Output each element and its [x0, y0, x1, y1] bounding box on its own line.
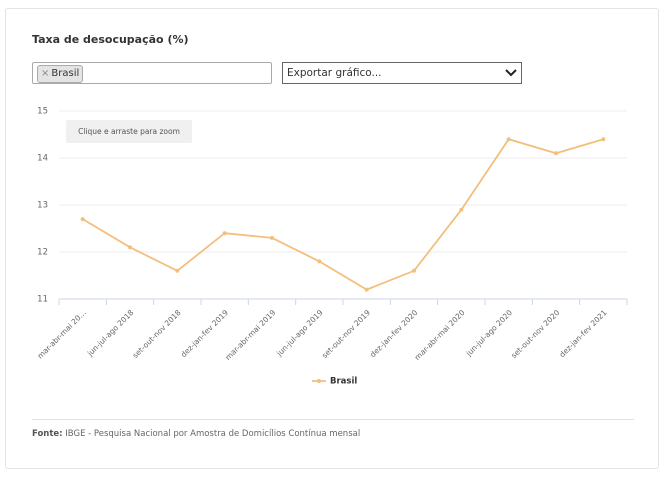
x-tick-label: mar-abr-mai 2019: [223, 308, 277, 362]
point: [412, 268, 416, 273]
legend-label: Brasil: [330, 377, 357, 387]
x-tick-label: mar-abr-mai 2020: [413, 308, 467, 362]
source-label: Fonte:: [32, 429, 63, 439]
legend-marker: [317, 379, 321, 383]
export-select[interactable]: Exportar gráfico...: [282, 62, 522, 84]
x-tick-label: dez-jan-fev 2021: [558, 308, 609, 359]
x-tick-label: set-out-nov 2020: [509, 308, 561, 360]
filter-tag[interactable]: × Brasil: [37, 65, 84, 83]
y-tick-label: 13: [37, 201, 48, 211]
point: [601, 137, 606, 142]
x-tick-label: mar-abr-mai 20…: [36, 308, 89, 361]
y-tick-label: 12: [37, 248, 48, 258]
point: [459, 207, 464, 212]
source: Fonte: IBGE - Pesquisa Nacional por Amos…: [32, 429, 360, 439]
export-label: Exportar gráfico...: [287, 67, 382, 79]
series-line: [82, 138, 604, 291]
y-tick-label: 15: [37, 107, 48, 117]
point: [128, 245, 132, 250]
x-tick-label: dez-jan-fev 2020: [368, 308, 419, 359]
point: [222, 231, 227, 236]
point: [554, 151, 558, 156]
y-tick-label: 14: [37, 154, 48, 164]
x-tick-label: jun-jul-ago 2020: [464, 308, 515, 359]
tag-label: Brasil: [51, 68, 80, 79]
x-tick-label: jun-jul-ago 2019: [274, 308, 325, 359]
x-tick-label: set-out-nov 2019: [320, 308, 372, 360]
y-tick-label: 11: [37, 295, 48, 305]
chart-title: Taxa de desocupação (%): [32, 33, 189, 46]
zoom-hint-box[interactable]: [66, 120, 192, 143]
point: [270, 235, 274, 240]
separator: [32, 419, 634, 420]
chevron: [505, 69, 517, 77]
point: [364, 287, 369, 292]
x-tick-label: jun-jul-ago 2018: [85, 308, 136, 359]
remove-tag[interactable]: ×: [41, 68, 50, 79]
point: [80, 217, 85, 222]
point: [317, 259, 322, 264]
x-tick-label: dez-jan-fev 2019: [179, 308, 230, 359]
zoom-hint[interactable]: Clique e arraste para zoom: [78, 127, 180, 136]
x-tick-label: set-out-nov 2018: [131, 308, 183, 360]
filter-select[interactable]: × Brasil: [32, 62, 272, 84]
point: [506, 137, 511, 142]
point: [175, 268, 180, 273]
source-text: IBGE - Pesquisa Nacional por Amostra de …: [65, 429, 361, 439]
